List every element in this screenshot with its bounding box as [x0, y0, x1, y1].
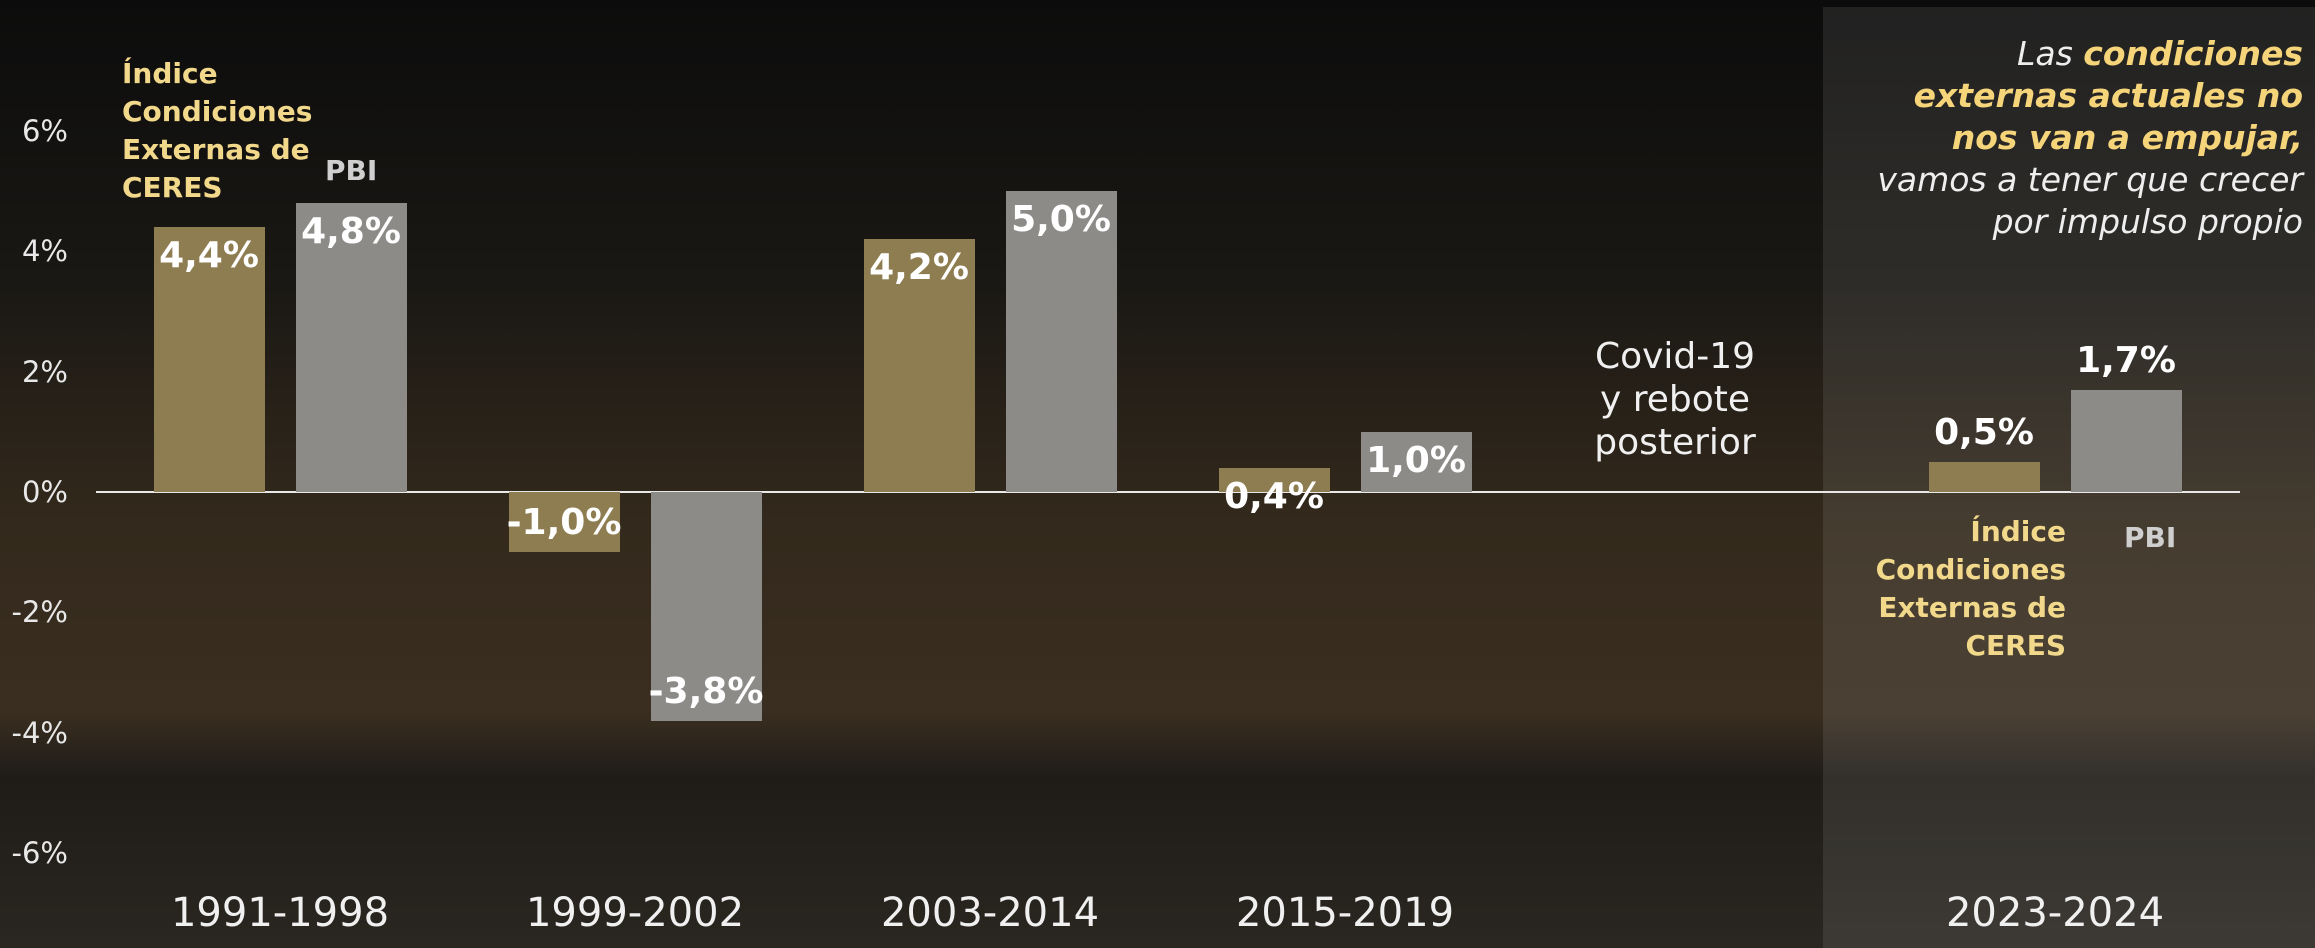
y-tick-label: 4% [21, 234, 68, 269]
value-label: 4,8% [301, 211, 401, 253]
bar [650, 492, 762, 721]
value-label: -1,0% [506, 502, 622, 544]
value-label: 5,0% [1011, 199, 1111, 241]
x-tick-label: 2023-2024 [1945, 890, 2165, 936]
value-label: 4,2% [869, 247, 969, 289]
callout-highlight: condiciones externas actuales no nos van… [1913, 34, 2303, 157]
value-label: -3,8% [648, 670, 764, 712]
y-tick-label: -2% [11, 595, 68, 630]
bar [508, 492, 620, 553]
bar [1928, 461, 2040, 492]
x-tick-label: 1999-2002 [525, 890, 745, 936]
x-tick-label: 2015-2019 [1235, 890, 1455, 936]
bar [1218, 467, 1330, 492]
y-tick-label: -6% [11, 836, 68, 870]
value-label: 0,5% [1934, 411, 2034, 453]
bar [2070, 389, 2182, 492]
zero-line [96, 491, 2240, 493]
x-tick-label: 2003-2014 [880, 890, 1100, 936]
y-tick-label: 2% [21, 354, 68, 389]
note-line: y rebote [1599, 379, 1751, 420]
bar [863, 239, 975, 492]
legend-label: PBI [325, 154, 378, 187]
bar [295, 203, 407, 492]
value-label: 4,4% [159, 235, 259, 277]
legend-label: Índice Condiciones Externas de CERES [122, 57, 313, 204]
y-tick-label: -4% [11, 715, 68, 750]
note-line: Covid-19 [1594, 336, 1756, 377]
callout-text: vamos a tener que crecer por impulso pro… [1877, 160, 2303, 241]
value-label: 0,4% [1224, 475, 1324, 517]
note-line: posterior [1594, 422, 1756, 463]
callout: Las condiciones externas actuales no nos… [1873, 33, 2303, 243]
value-label: 1,0% [1366, 439, 1466, 481]
legend-label: Índice Condiciones Externas de CERES [1875, 515, 2066, 662]
covid-note: Covid-19 y rebote posterior [1594, 335, 1756, 464]
legend-label: PBI [2124, 521, 2177, 554]
highlight-panel [1823, 7, 2315, 948]
callout-text: Las [2016, 34, 2084, 73]
bar [1005, 191, 1117, 492]
bar [1360, 431, 1472, 492]
bar [153, 227, 265, 492]
x-tick-label: 1991-1998 [170, 890, 390, 936]
y-tick-label: 0% [21, 475, 68, 509]
value-label: 1,7% [2076, 339, 2176, 381]
y-tick-label: 6% [21, 114, 68, 148]
